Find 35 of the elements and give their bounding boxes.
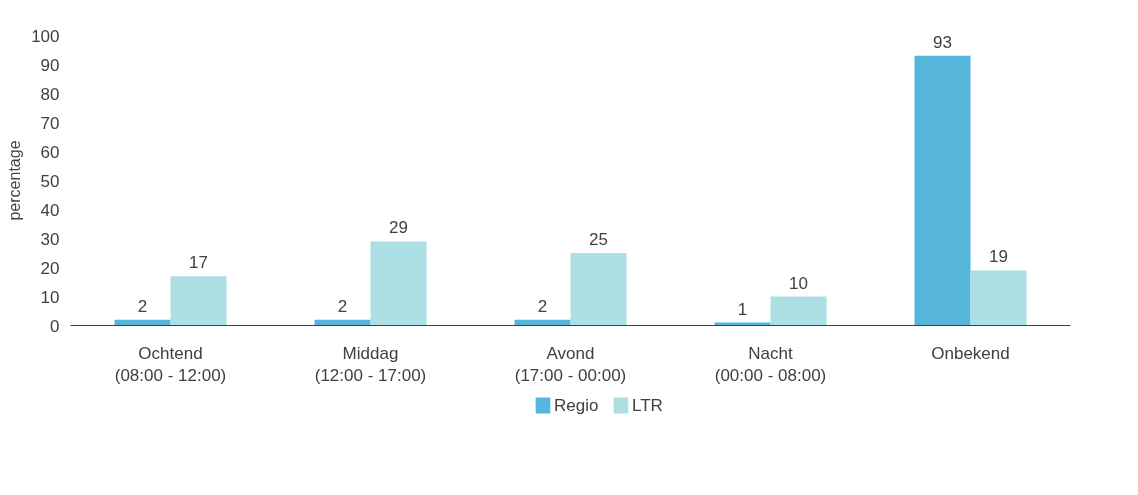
y-tick-label: 40 bbox=[40, 200, 60, 220]
y-tick-label: 100 bbox=[31, 26, 60, 46]
x-tick-label: Avond (17:00 - 00:00) bbox=[514, 343, 627, 386]
y-tick-label: 20 bbox=[40, 258, 60, 278]
x-tick-label: Onbekend bbox=[931, 343, 1010, 363]
bar bbox=[970, 270, 1027, 326]
data-label: 19 bbox=[989, 247, 1008, 267]
data-label: 17 bbox=[189, 253, 208, 273]
data-label: 29 bbox=[389, 218, 408, 238]
y-tick-label: 30 bbox=[40, 229, 60, 249]
y-tick-label: 60 bbox=[40, 142, 60, 162]
y-tick-label: 90 bbox=[40, 55, 60, 75]
data-label: 2 bbox=[337, 296, 348, 316]
y-axis-title: percentage bbox=[6, 140, 24, 221]
bar bbox=[770, 296, 827, 326]
x-tick-label: Nacht (00:00 - 08:00) bbox=[714, 343, 827, 386]
bar bbox=[914, 55, 971, 326]
y-tick-label: 0 bbox=[50, 316, 60, 336]
y-tick-label: 50 bbox=[40, 171, 60, 191]
legend-label: Regio bbox=[553, 396, 599, 415]
bar bbox=[170, 276, 227, 326]
bar bbox=[570, 253, 627, 326]
data-label: 25 bbox=[589, 230, 608, 249]
data-label: 10 bbox=[789, 273, 808, 293]
y-tick-label: 10 bbox=[40, 287, 60, 307]
data-label: 2 bbox=[137, 296, 148, 316]
x-tick-label: Middag (12:00 - 17:00) bbox=[314, 343, 427, 386]
bar bbox=[370, 241, 427, 326]
data-label: 1 bbox=[737, 299, 748, 319]
data-label: 2 bbox=[537, 296, 548, 316]
y-tick-label: 70 bbox=[40, 113, 60, 133]
data-label: 93 bbox=[933, 32, 952, 52]
x-tick-label: Ochtend (08:00 - 12:00) bbox=[114, 343, 227, 386]
legend-label: LTR bbox=[631, 396, 663, 415]
y-tick-label: 80 bbox=[40, 84, 60, 104]
